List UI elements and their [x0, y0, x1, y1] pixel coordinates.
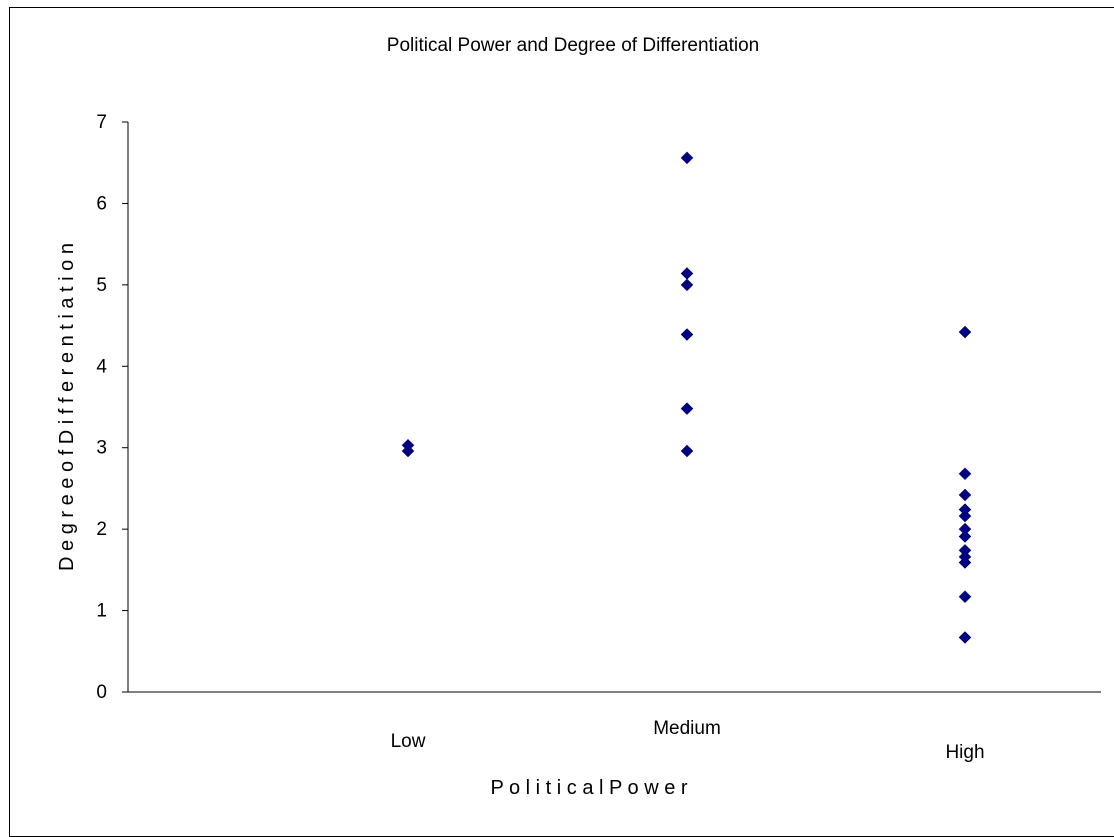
y-tick-label: 2: [96, 519, 107, 540]
y-axis-label: D e g r e e o f D i f f e r e n t i a t …: [56, 243, 78, 571]
data-point-marker: [680, 278, 694, 292]
data-point-marker: [958, 325, 972, 339]
y-tick-label: 6: [96, 193, 107, 214]
x-tick-label: Medium: [653, 718, 721, 739]
data-point-marker: [680, 151, 694, 165]
y-ticks: 0 1 2 3 4 5 6 7: [96, 112, 128, 703]
data-point-marker: [680, 267, 694, 280]
chart-frame: [9, 7, 1114, 837]
data-point-marker: [958, 509, 972, 523]
chart-title: Political Power and Degree of Differenti…: [387, 35, 759, 56]
data-point-marker: [680, 402, 694, 415]
x-ticks: Low Medium High: [391, 718, 985, 763]
data-point-marker: [958, 530, 972, 543]
data-point-marker: [958, 488, 972, 502]
x-tick-label: Low: [391, 731, 426, 752]
scatter-chart: Political Power and Degree of Differenti…: [56, 35, 1101, 799]
data-point-marker: [680, 328, 694, 341]
y-tick-label: 7: [96, 112, 107, 133]
data-point-marker: [401, 444, 415, 458]
y-tick-label: 1: [96, 601, 107, 622]
x-axis-label: P o l i t i c a l P o w e r: [490, 777, 687, 799]
axes: [127, 122, 1101, 693]
y-tick-label: 5: [96, 275, 107, 296]
data-point-marker: [958, 467, 972, 481]
y-tick-label: 4: [96, 356, 107, 377]
data-point-marker: [958, 556, 972, 569]
x-tick-label: High: [945, 742, 984, 763]
data-points: [401, 151, 972, 644]
y-tick-label: 3: [96, 438, 107, 459]
data-point-marker: [958, 590, 972, 604]
data-point-marker: [958, 631, 972, 644]
y-tick-label: 0: [96, 682, 107, 703]
data-point-marker: [680, 444, 694, 458]
